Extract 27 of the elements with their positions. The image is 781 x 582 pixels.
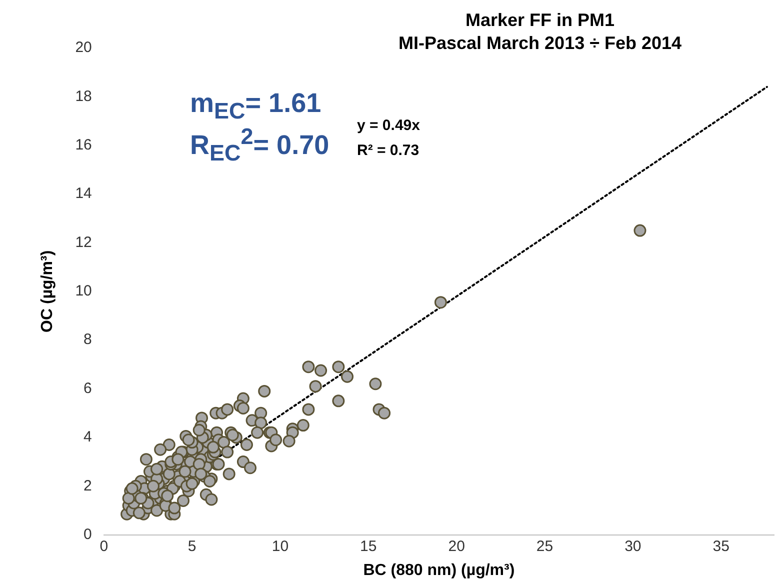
y-tick-label: 6 <box>84 380 92 397</box>
y-tick-label: 8 <box>84 331 92 348</box>
annotation: y = 0.49x <box>357 117 420 134</box>
y-tick-label: 16 <box>75 136 92 154</box>
annotation: R$_{EC}$$^{2}$= 0.70 <box>190 124 330 166</box>
x-tick-label: 20 <box>448 538 465 555</box>
y-tick-label: 10 <box>75 282 92 300</box>
y-tick-label: 0 <box>84 526 92 543</box>
chart-title: Marker FF in PM1 <box>464 10 616 31</box>
annotation: m$_{EC}$= 1.61 <box>190 88 322 124</box>
x-tick-label: 5 <box>188 538 196 555</box>
y-tick-label: 2 <box>84 477 92 494</box>
x-axis-title: BC (880 nm) (µg/m³) <box>363 562 515 579</box>
y-tick-label: 12 <box>75 234 92 251</box>
x-tick-label: 35 <box>712 538 730 555</box>
x-tick-label: 25 <box>536 538 554 555</box>
y-tick-label: 4 <box>84 428 92 446</box>
y-tick-label: 14 <box>75 185 92 202</box>
y-tick-label: 18 <box>75 88 92 105</box>
y-tick-label: 20 <box>75 39 92 56</box>
x-tick-label: 0 <box>100 538 108 555</box>
annotation: R² = 0.73 <box>357 142 420 159</box>
x-tick-label: 30 <box>624 538 642 555</box>
x-tick-label: 10 <box>272 538 289 555</box>
y-axis-title: OC (µg/m³) <box>39 250 56 332</box>
x-tick-label: 15 <box>360 538 377 555</box>
chart-subtitle: MI-Pascal March 2013 ÷ Feb 2014 <box>397 33 683 54</box>
